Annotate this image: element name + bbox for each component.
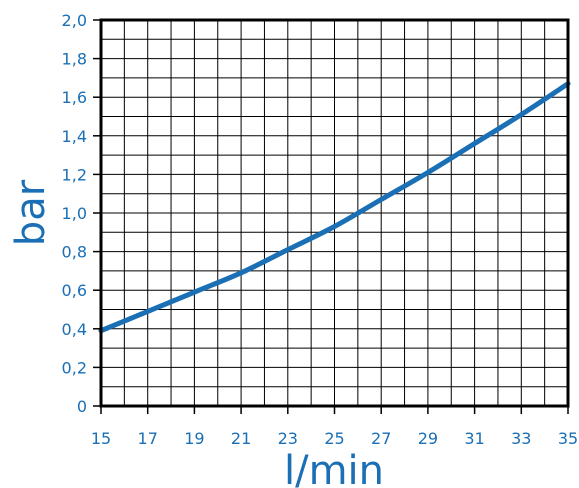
y-tick-label: 1,4 [62, 127, 87, 146]
x-tick-label: 23 [278, 429, 298, 448]
x-tick-label: 27 [371, 429, 391, 448]
x-axis-ticks: 15 17 19 21 23 25 27 29 31 33 35 [91, 406, 578, 448]
grid [101, 20, 568, 406]
y-tick-label: 0,8 [62, 243, 87, 262]
x-tick-label: 35 [558, 429, 578, 448]
y-tick-label: 1,8 [62, 50, 87, 69]
x-tick-label: 31 [464, 429, 484, 448]
y-tick-label: 1,0 [62, 204, 87, 223]
y-tick-label: 2,0 [62, 11, 87, 30]
y-tick-label: 0 [77, 397, 87, 416]
y-axis-title: bar [8, 179, 54, 246]
y-tick-label: 0,2 [62, 358, 87, 377]
series-line [98, 81, 571, 334]
x-tick-label: 29 [418, 429, 438, 448]
x-tick-label: 33 [511, 429, 531, 448]
y-tick-label: 0,4 [62, 320, 87, 339]
x-tick-label: 17 [138, 429, 158, 448]
y-axis-ticks: 0 0,2 0,4 0,6 0,8 1,0 1,2 1,4 1,6 1,8 2,0 [62, 11, 101, 416]
x-axis-title: l/min [284, 448, 384, 488]
x-tick-label: 19 [184, 429, 204, 448]
x-tick-label: 15 [91, 429, 111, 448]
y-tick-label: 0,6 [62, 281, 87, 300]
x-tick-label: 21 [231, 429, 251, 448]
series-layer [98, 81, 571, 334]
y-tick-label: 1,6 [62, 88, 87, 107]
x-tick-label: 25 [324, 429, 344, 448]
y-tick-label: 1,2 [62, 165, 87, 184]
